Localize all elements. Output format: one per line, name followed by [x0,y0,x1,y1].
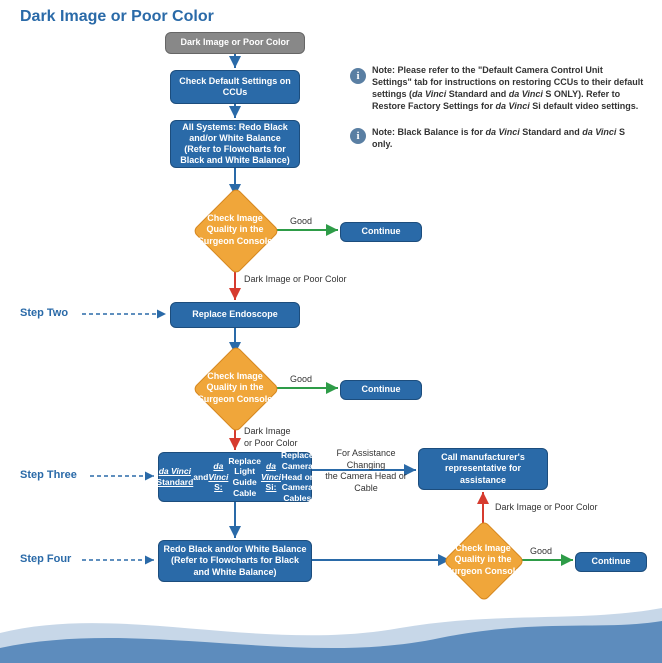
redo-balance2-node: Redo Black and/or White Balance (Refer t… [158,540,312,582]
good3-label: Good [530,546,552,558]
bad3-label: Dark Image or Poor Color [495,502,598,514]
note2: Note: Black Balance is for da Vinci Stan… [372,126,644,150]
good1-label: Good [290,216,312,228]
replace-endoscope-node: Replace Endoscope [170,302,300,328]
assist-label: For Assistance Changing the Camera Head … [318,448,414,495]
step-three-label: Step Three [20,469,77,481]
redo-balance-node: All Systems: Redo Black and/or White Bal… [170,120,300,168]
start-node: Dark Image or Poor Color [165,32,305,54]
note1: Note: Please refer to the "Default Camer… [372,64,644,113]
good2-label: Good [290,374,312,386]
wave-decoration [0,593,662,663]
replace-cables-node: da Vinci Standard and da Vinci S: Replac… [158,452,312,502]
info-icon: i [350,128,366,144]
check-defaults-node: Check Default Settings on CCUs [170,70,300,104]
info-icon: i [350,68,366,84]
continue2-node: Continue [340,380,422,400]
page-title: Dark Image or Poor Color [20,8,214,26]
bad1-label: Dark Image or Poor Color [244,274,347,286]
decision2-node: Check Image Quality in the Surgeon Conso… [205,358,265,418]
step-four-label: Step Four [20,553,71,565]
continue1-node: Continue [340,222,422,242]
decision1-node: Check Image Quality in the Surgeon Conso… [205,200,265,260]
continue3-node: Continue [575,552,647,572]
decision3-node: Check Image Quality in the Surgeon Conso… [455,532,511,588]
bad2-label: Dark Image or Poor Color [244,426,298,449]
call-manufacturer-node: Call manufacturer's representative for a… [418,448,548,490]
step-two-label: Step Two [20,307,68,319]
